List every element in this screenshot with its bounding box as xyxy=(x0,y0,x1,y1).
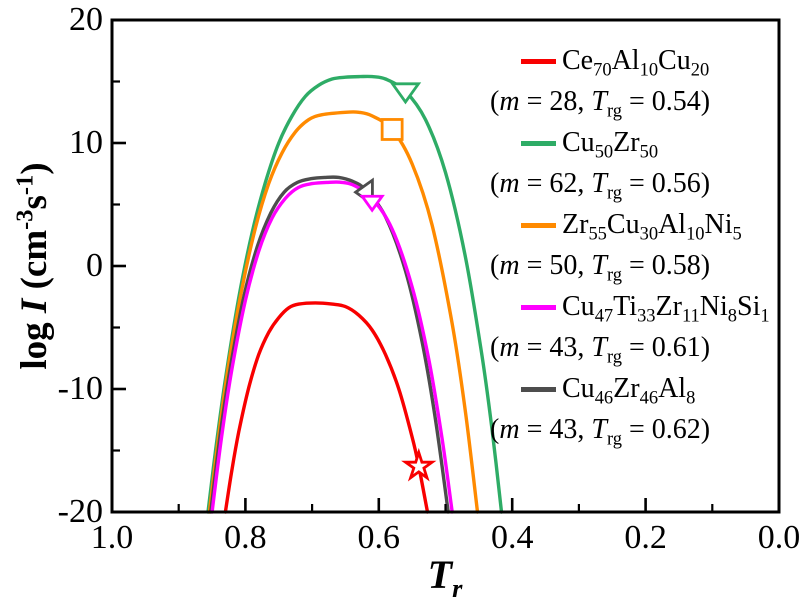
y-tick-label--10: -10 xyxy=(57,370,103,407)
legend-label-Cu47Ti33Zr11Ni8Si1: Cu47Ti33Zr11Ni8Si1 xyxy=(490,286,770,327)
triangle-down-marker-Cu47Ti33Zr11Ni8Si1 xyxy=(359,194,385,213)
legend-entry-Zr55Cu30Al10Ni5: Zr55Cu30Al10Ni5 (m = 50, Trg = 0.58) xyxy=(490,204,770,286)
legend: Ce70Al10Cu20 (m = 28, Trg = 0.54) Cu50Zr50… xyxy=(490,40,770,450)
x-tick-label-0.0: 0.0 xyxy=(757,519,800,556)
legend-info-Ce70Al10Cu20: (m = 28, Trg = 0.54) xyxy=(490,86,711,121)
y-tick-label-0: 0 xyxy=(86,247,103,284)
legend-label-Zr55Cu30Al10Ni5: Zr55Cu30Al10Ni5 xyxy=(490,204,770,245)
star-marker-Ce70Al10Cu20 xyxy=(401,447,437,482)
legend-color-dash-Zr55Cu30Al10Ni5 xyxy=(521,222,556,228)
legend-entry-Cu50Zr50: Cu50Zr50 (m = 62, Trg = 0.56) xyxy=(490,122,770,204)
legend-color-dash-Ce70Al10Cu20 xyxy=(521,58,556,64)
legend-info-Cu47Ti33Zr11Ni8Si1: (m = 43, Trg = 0.61) xyxy=(490,332,711,367)
x-tick-label-1.0: 1.0 xyxy=(90,519,134,556)
x-tick-label-0.4: 0.4 xyxy=(490,519,534,556)
triangle-down-marker-Cu50Zr50 xyxy=(389,82,422,105)
x-axis-label: Tr xyxy=(427,552,463,603)
y-tick-label--20: -20 xyxy=(57,493,103,530)
legend-info-Cu50Zr50: (m = 62, Trg = 0.56) xyxy=(490,168,711,203)
legend-entry-Cu47Ti33Zr11Ni8Si1: Cu47Ti33Zr11Ni8Si1 (m = 43, Trg = 0.61) xyxy=(490,286,770,368)
legend-info-Zr55Cu30Al10Ni5: (m = 50, Trg = 0.58) xyxy=(490,250,711,285)
x-tick-label-0.2: 0.2 xyxy=(624,519,667,556)
legend-color-dash-Cu50Zr50 xyxy=(521,140,556,146)
series-line-Cu50Zr50 xyxy=(206,74,504,514)
legend-label-Cu50Zr50: Cu50Zr50 xyxy=(490,122,770,163)
y-tick-label-20: 20 xyxy=(69,1,103,38)
series-line-Ce70Al10Cu20 xyxy=(223,301,430,514)
legend-label-Ce70Al10Cu20: Ce70Al10Cu20 xyxy=(490,40,770,81)
legend-entry-Ce70Al10Cu20: Ce70Al10Cu20 (m = 28, Trg = 0.54) xyxy=(490,40,770,122)
series-line-Cu47Ti33Zr11Ni8Si1 xyxy=(210,180,454,514)
y-tick-label-10: 10 xyxy=(69,124,103,161)
x-tick-label-0.6: 0.6 xyxy=(357,519,401,556)
legend-color-dash-Cu47Ti33Zr11Ni8Si1 xyxy=(521,304,556,310)
x-tick-label-0.8: 0.8 xyxy=(224,519,267,556)
series-line-Cu46Zr46Al8 xyxy=(209,175,450,514)
series-line-Zr55Cu30Al10Ni5 xyxy=(207,110,480,514)
legend-color-dash-Cu46Zr46Al8 xyxy=(521,386,556,392)
legend-info-Cu46Zr46Al8: (m = 43, Trg = 0.62) xyxy=(490,414,711,449)
legend-entry-Cu46Zr46Al8: Cu46Zr46Al8 (m = 43, Trg = 0.62) xyxy=(490,368,770,450)
legend-label-Cu46Zr46Al8: Cu46Zr46Al8 xyxy=(490,368,770,409)
square-marker-Zr55Cu30Al10Ni5 xyxy=(380,118,404,141)
